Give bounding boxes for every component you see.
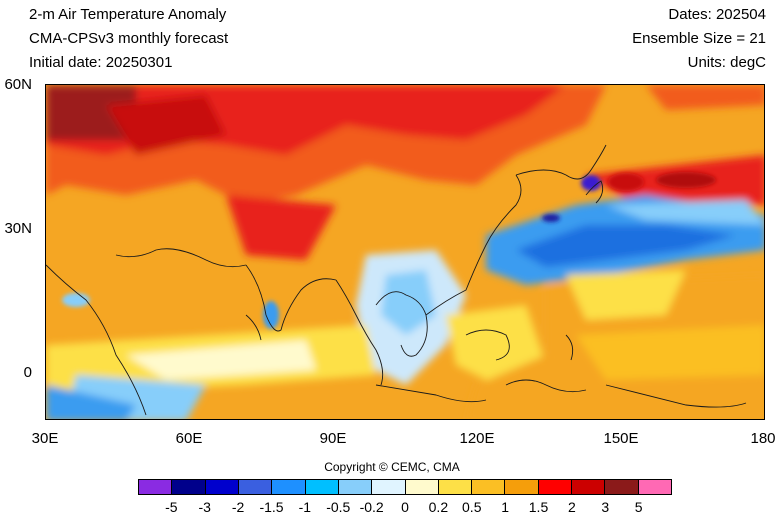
colorbar-label: -5 [165,499,178,515]
lat-label-0: 0 [23,364,32,381]
colorbar-swatch [572,480,606,494]
colorbar-label: 0 [401,499,409,515]
colorbar-swatch [605,480,639,494]
lon-label-60e: 60E [175,430,203,447]
colorbar-label: 0.5 [462,499,482,515]
forecast-dates: Dates: 202504 [668,6,766,23]
colorbar-label: 1.5 [528,499,549,515]
anomaly-pattern [46,85,764,419]
copyright-notice: Copyright © CEMC, CMA [324,460,460,474]
coastlines [46,144,747,416]
anomaly-extremes [62,172,716,329]
colorbar-swatch [438,480,473,494]
colorbar-swatch [272,480,306,494]
lon-label-180: 180 [750,430,776,447]
colorbar-label: -0.5 [326,499,351,515]
colorbar [138,479,672,495]
colorbar-swatch [372,480,406,494]
colorbar-label: -3 [198,499,211,515]
colorbar-label: -0.2 [359,499,384,515]
colorbar-swatch [338,480,373,494]
colorbar-swatch [305,480,339,494]
colorbar-label: -1 [298,499,312,515]
colorbar-swatch [472,480,506,494]
lat-label-30n: 30N [4,220,32,237]
colorbar-swatch [205,480,239,494]
lon-label-150e: 150E [603,430,639,447]
lon-label-90e: 90E [319,430,347,447]
colorbar-label: 2 [567,499,576,515]
colorbar-swatch [405,480,439,494]
temperature-anomaly-map [45,84,765,420]
ensemble-size: Ensemble Size = 21 [632,30,766,47]
model-subtitle: CMA-CPSv3 monthly forecast [29,30,229,47]
map-title: 2-m Air Temperature Anomaly [29,6,227,23]
map-canvas [46,85,764,419]
colorbar-label: 5 [634,499,643,515]
colorbar-swatch [538,480,573,494]
colorbar-label: -2 [231,499,245,515]
colorbar-label: -1.5 [259,499,284,515]
colorbar-swatch [238,480,273,494]
colorbar-swatch [505,480,539,494]
colorbar-swatch [172,480,206,494]
lat-label-60n: 60N [4,76,32,93]
colorbar-label: 0.2 [428,499,449,515]
lon-label-120e: 120E [459,430,495,447]
colorbar-swatch [139,480,173,494]
colorbar-label: 3 [601,499,610,515]
colorbar-swatch [638,480,671,494]
initial-date: Initial date: 20250301 [29,54,173,71]
units-label: Units: degC [687,54,766,71]
colorbar-label: 1 [501,499,510,515]
lon-label-30e: 30E [31,430,59,447]
